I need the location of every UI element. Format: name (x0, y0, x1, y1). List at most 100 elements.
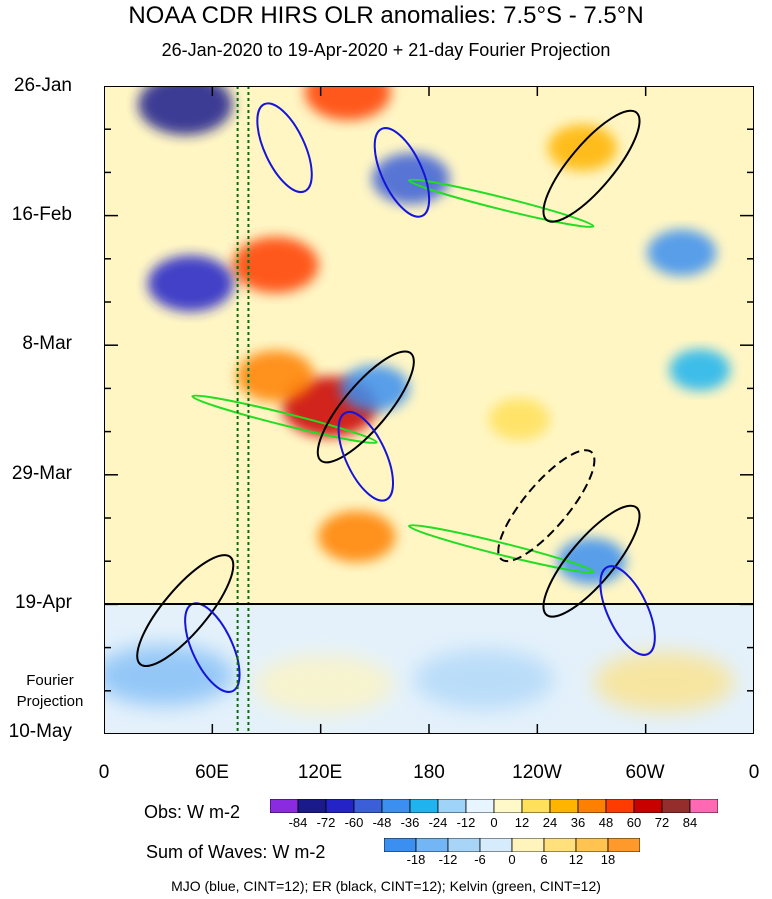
obs-colorbar-labels: -84 -72 -60 -48 -36 -24 -12 0 12 24 36 48 60 72 84 (270, 815, 718, 831)
colorbar-label: -72 (316, 815, 336, 830)
waves-colorbar (384, 838, 640, 852)
kelvin-contour (408, 178, 595, 228)
colorbar-swatch (577, 799, 607, 813)
colorbar-swatch (605, 799, 635, 813)
colorbar-swatch (465, 799, 495, 813)
colorbar-swatch (437, 799, 467, 813)
colorbar-label: -24 (428, 815, 448, 830)
colorbar-swatch (607, 838, 640, 852)
colorbar-label: 72 (654, 815, 670, 830)
colorbar-swatch (409, 799, 439, 813)
mjo-contour (373, 127, 431, 218)
projection-label-line: Fourier (26, 672, 74, 689)
x-tick-label: 120W (512, 762, 562, 783)
er-contour (136, 554, 235, 668)
er-contour (497, 449, 596, 563)
obs-colorbar-title: Obs: W m-2 (144, 802, 241, 822)
colorbar-label: 48 (598, 815, 614, 830)
anomaly-field (138, 86, 731, 585)
hovmoller-plot (104, 86, 754, 734)
colorbar-swatch (270, 799, 299, 813)
y-tick-label: 19-Apr (14, 592, 72, 613)
y-tick-label: 10-May (8, 721, 72, 742)
y-tick-label: 26-Jan (13, 75, 72, 96)
chart-subtitle: 26-Jan-2020 to 19-Apr-2020 + 21-day Four… (161, 40, 611, 60)
colorbar-label: 36 (570, 815, 586, 830)
colorbar-swatch (689, 799, 718, 813)
colorbar-label: 60 (626, 815, 642, 830)
anomaly-blob (340, 365, 410, 412)
colorbar-label: -84 (288, 815, 308, 830)
er-contour (542, 504, 641, 618)
y-tick-label: 16-Feb (11, 204, 72, 225)
colorbar-label: -36 (400, 815, 420, 830)
anomaly-blob (372, 152, 450, 205)
kelvin-contour (408, 524, 595, 574)
colorbar-swatch (521, 799, 551, 813)
anomaly-blob (236, 350, 315, 402)
colorbar-swatch (511, 838, 545, 852)
er-contour (542, 109, 641, 223)
colorbar-swatch (353, 799, 383, 813)
projection-label-line: Projection (16, 693, 84, 710)
y-tick-label: 29-Mar (11, 463, 72, 484)
colorbar-swatch (543, 838, 577, 852)
colorbar-label: 24 (542, 815, 558, 830)
colorbar-label: 0 (490, 815, 498, 830)
kelvin-contours (191, 178, 595, 574)
x-tick-label: 60W (625, 762, 665, 783)
colorbar-swatch (633, 799, 663, 813)
x-tick-label: 0 (748, 762, 760, 783)
colorbar-label: 12 (568, 852, 584, 867)
anomaly-blob (556, 538, 627, 585)
colorbar-label: -6 (474, 852, 486, 867)
legend-footer: MJO (blue, CINT=12); ER (black, CINT=12)… (171, 878, 601, 894)
colorbar-swatch (661, 799, 691, 813)
projection-field (104, 645, 734, 715)
colorbar-label: 12 (514, 815, 530, 830)
projection-blob (254, 654, 394, 715)
anomaly-blob (647, 229, 717, 276)
colorbar-label: 6 (540, 852, 548, 867)
anomaly-blob (317, 510, 396, 563)
colorbar-label: -12 (456, 815, 476, 830)
colorbar-swatch (447, 838, 481, 852)
x-tick-label: 120E (297, 762, 343, 783)
anomaly-blob (147, 255, 234, 312)
colorbar-swatch (493, 799, 523, 813)
projection-blob (414, 649, 554, 710)
x-tick-label: 180 (413, 762, 445, 783)
anomaly-blob (669, 349, 731, 391)
waves-colorbar-labels: -18 -12 -6 0 6 12 18 (384, 852, 640, 868)
colorbar-swatch (297, 799, 327, 813)
mjo-contour (599, 565, 656, 656)
kelvin-contour (191, 394, 378, 444)
colorbar-label: 18 (600, 852, 616, 867)
mjo-contour (337, 410, 395, 502)
anomaly-blob (232, 236, 319, 293)
colorbar-swatch (384, 838, 417, 852)
colorbar-label: -12 (438, 852, 458, 867)
colorbar-swatch (575, 838, 609, 852)
colorbar-label: -48 (372, 815, 392, 830)
colorbar-swatch (381, 799, 411, 813)
anomaly-blob (547, 124, 618, 171)
mjo-contours (184, 102, 656, 693)
anomaly-blob (304, 86, 391, 121)
colorbar-swatch (325, 799, 355, 813)
colorbar-label: -60 (344, 815, 364, 830)
reference-lines (236, 86, 250, 734)
projection-label: Fourier Projection (0, 670, 100, 712)
colorbar-label: 84 (682, 815, 698, 830)
er-contours (136, 109, 641, 668)
colorbar-swatch (479, 838, 513, 852)
er-contour (316, 350, 415, 464)
anomaly-blob (488, 398, 550, 441)
mjo-contour (256, 102, 313, 194)
projection-blob (104, 645, 234, 706)
colorbar-swatch (549, 799, 579, 813)
y-tick-label: 8-Mar (22, 333, 72, 354)
waves-colorbar-title: Sum of Waves: W m-2 (146, 842, 326, 862)
obs-colorbar (270, 799, 718, 813)
colorbar-label: -18 (406, 852, 426, 867)
